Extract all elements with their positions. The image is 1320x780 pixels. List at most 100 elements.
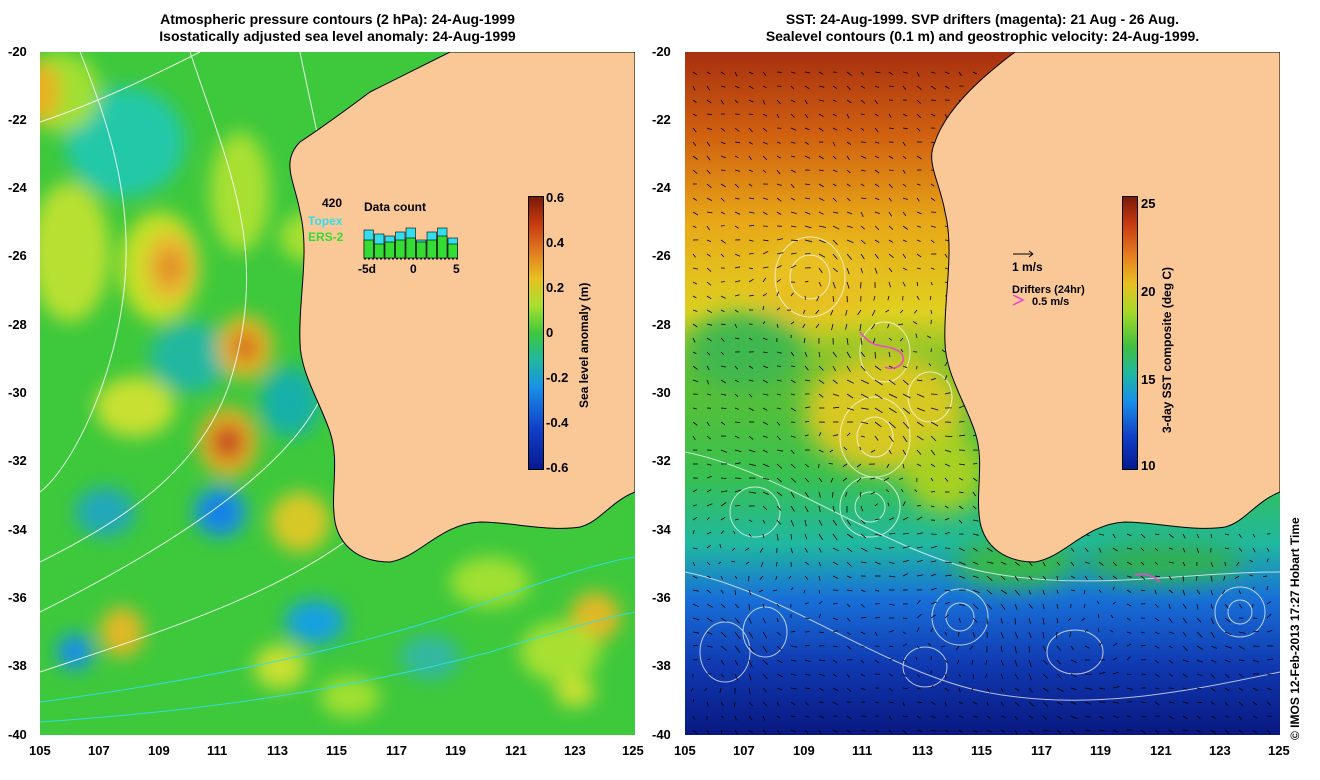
velocity-arrow bbox=[930, 281, 933, 286]
velocity-arrow bbox=[1028, 575, 1033, 581]
velocity-arrow bbox=[846, 85, 851, 90]
velocity-arrow bbox=[1000, 589, 1008, 594]
velocity-arrow bbox=[902, 239, 907, 243]
velocity-arrow bbox=[734, 266, 741, 269]
velocity-arrow bbox=[762, 113, 768, 117]
velocity-arrow bbox=[818, 225, 827, 228]
velocity-arrow bbox=[1042, 701, 1049, 707]
right-cbar-tick-3: 10 bbox=[1141, 458, 1156, 473]
velocity-arrow bbox=[818, 519, 823, 526]
velocity-arrow bbox=[888, 379, 896, 386]
velocity-arrow bbox=[930, 701, 936, 705]
ers2-count-bar bbox=[437, 235, 448, 259]
velocity-arrow bbox=[888, 715, 892, 720]
velocity-arrow bbox=[759, 547, 764, 553]
velocity-arrow bbox=[874, 561, 881, 565]
velocity-arrow bbox=[692, 365, 698, 370]
velocity-arrow bbox=[846, 281, 850, 289]
left-lon-tick-1: 107 bbox=[88, 743, 110, 758]
velocity-arrow bbox=[1097, 600, 1100, 605]
velocity-arrow bbox=[734, 85, 740, 89]
velocity-arrow bbox=[860, 379, 869, 384]
velocity-arrow bbox=[692, 489, 697, 493]
velocity-arrow bbox=[762, 155, 768, 161]
velocity-arrow bbox=[832, 561, 839, 566]
velocity-arrow bbox=[887, 502, 890, 507]
velocity-arrow bbox=[1210, 715, 1216, 719]
velocity-arrow bbox=[1081, 617, 1086, 622]
velocity-arrow bbox=[790, 449, 795, 455]
velocity-arrow bbox=[1238, 701, 1244, 707]
velocity-arrow bbox=[720, 337, 725, 342]
velocity-arrow bbox=[916, 574, 923, 577]
velocity-arrow bbox=[902, 463, 905, 469]
velocity-arrow bbox=[1000, 673, 1004, 680]
velocity-arrow bbox=[902, 365, 908, 369]
velocity-arrow bbox=[883, 477, 890, 482]
velocity-arrow bbox=[762, 141, 769, 145]
velocity-arrow bbox=[885, 489, 890, 493]
velocity-arrow bbox=[846, 533, 854, 539]
velocity-arrow bbox=[748, 603, 750, 611]
velocity-arrow bbox=[692, 113, 697, 117]
velocity-arrow bbox=[1084, 701, 1091, 705]
velocity-arrow bbox=[1042, 729, 1049, 732]
velocity-arrow bbox=[1182, 631, 1187, 637]
velocity-arrow bbox=[1252, 687, 1259, 692]
velocity-arrow bbox=[776, 659, 783, 664]
velocity-arrow bbox=[986, 617, 989, 625]
velocity-arrow bbox=[902, 85, 907, 90]
velocity-arrow bbox=[748, 155, 752, 161]
velocity-arrow bbox=[1140, 589, 1145, 592]
velocity-arrow bbox=[720, 309, 725, 312]
velocity-arrow bbox=[846, 197, 851, 202]
velocity-arrow bbox=[1084, 547, 1089, 552]
velocity-arrow bbox=[818, 715, 825, 719]
velocity-arrow bbox=[706, 379, 710, 385]
velocity-arrow bbox=[692, 617, 700, 621]
velocity-arrow bbox=[790, 252, 797, 255]
velocity-arrow bbox=[748, 435, 754, 440]
velocity-arrow bbox=[818, 547, 822, 553]
velocity-arrow bbox=[930, 560, 937, 563]
velocity-arrow bbox=[1112, 715, 1119, 719]
velocity-arrow bbox=[846, 225, 853, 228]
velocity-arrow bbox=[832, 434, 839, 437]
velocity-arrow bbox=[888, 127, 894, 130]
velocity-arrow bbox=[846, 113, 850, 119]
velocity-arrow bbox=[1126, 603, 1132, 607]
velocity-arrow bbox=[1070, 575, 1076, 579]
velocity-arrow bbox=[902, 673, 907, 678]
velocity-arrow bbox=[804, 197, 811, 200]
velocity-arrow bbox=[804, 547, 808, 553]
velocity-arrow bbox=[873, 337, 876, 344]
velocity-arrow bbox=[1154, 603, 1159, 608]
velocity-arrow bbox=[902, 267, 908, 271]
velocity-arrow bbox=[972, 491, 976, 497]
velocity-arrow bbox=[1140, 575, 1146, 580]
velocity-arrow bbox=[1098, 729, 1105, 732]
velocity-arrow bbox=[1238, 687, 1244, 691]
velocity-arrow bbox=[930, 477, 934, 482]
velocity-arrow bbox=[1112, 671, 1119, 675]
velocity-arrow bbox=[790, 183, 795, 189]
velocity-arrow bbox=[944, 673, 947, 679]
velocity-arrow bbox=[1182, 673, 1188, 678]
velocity-arrow bbox=[888, 673, 894, 677]
velocity-arrow bbox=[731, 560, 736, 563]
right-lat-tick-3: -26 bbox=[652, 248, 671, 263]
velocity-arrow bbox=[916, 267, 921, 270]
velocity-arrow bbox=[734, 141, 741, 144]
velocity-arrow bbox=[706, 475, 712, 479]
velocity-arrow bbox=[1070, 589, 1076, 591]
velocity-arrow bbox=[930, 614, 936, 619]
velocity-arrow bbox=[776, 113, 780, 119]
velocity-arrow bbox=[790, 225, 797, 228]
velocity-arrow bbox=[692, 715, 695, 720]
velocity-arrow bbox=[1249, 559, 1254, 563]
velocity-arrow bbox=[790, 99, 796, 103]
velocity-arrow bbox=[888, 421, 896, 429]
velocity-arrow bbox=[930, 729, 937, 732]
velocity-arrow bbox=[790, 292, 794, 297]
velocity-arrow bbox=[1112, 642, 1118, 647]
